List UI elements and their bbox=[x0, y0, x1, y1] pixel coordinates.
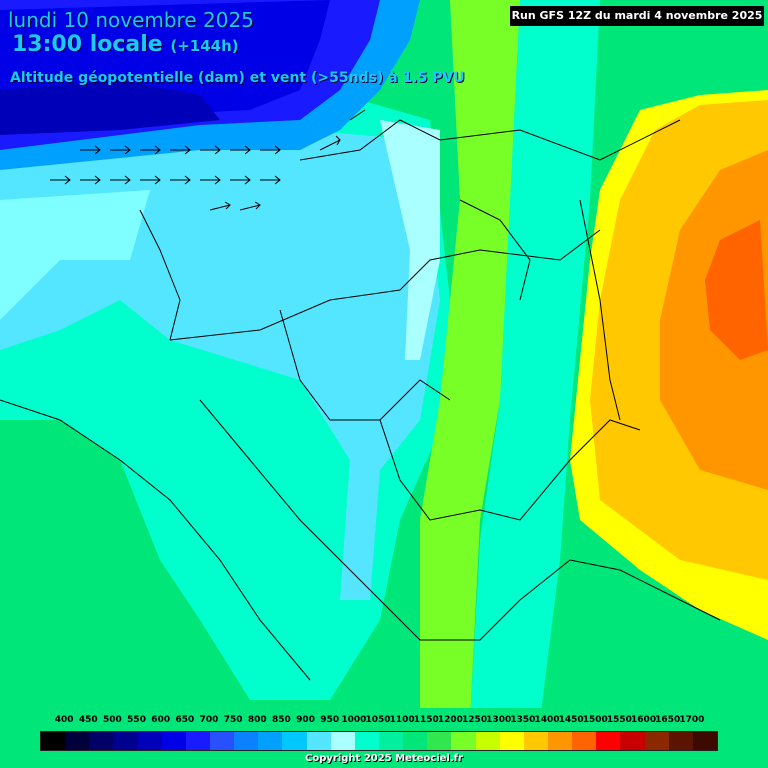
legend-label: 1100 bbox=[389, 715, 415, 725]
parameter-title: Altitude géopotentielle (dam) et vent (>… bbox=[10, 70, 465, 86]
forecast-time: 13:00 locale (+144h) bbox=[12, 32, 239, 57]
legend-swatch bbox=[378, 732, 404, 750]
legend-swatch bbox=[41, 732, 66, 750]
legend-label: 1350 bbox=[510, 715, 536, 725]
legend-swatch bbox=[427, 732, 452, 750]
legend-swatch bbox=[596, 732, 621, 750]
legend-label: 650 bbox=[175, 715, 195, 725]
color-legend bbox=[40, 731, 718, 751]
legend-label: 450 bbox=[78, 715, 98, 725]
legend-swatch bbox=[572, 732, 597, 750]
legend-label: 1450 bbox=[558, 715, 584, 725]
legend-swatch bbox=[644, 732, 669, 750]
legend-swatch bbox=[137, 732, 162, 750]
legend-swatch bbox=[692, 732, 717, 750]
legend-label: 800 bbox=[247, 715, 267, 725]
wind-barbs bbox=[50, 109, 366, 211]
legend-label: 1200 bbox=[437, 715, 463, 725]
copyright: Copyright 2025 Meteociel.fr bbox=[305, 753, 463, 764]
legend-swatch bbox=[306, 732, 331, 750]
country-borders bbox=[0, 119, 721, 681]
legend-label: 600 bbox=[151, 715, 171, 725]
legend-label: 1400 bbox=[534, 715, 560, 725]
legend-label: 1000 bbox=[341, 715, 367, 725]
legend-swatch bbox=[547, 732, 573, 750]
legend-swatch bbox=[282, 732, 307, 750]
legend-label: 700 bbox=[199, 715, 219, 725]
legend-swatch bbox=[451, 732, 476, 750]
legend-label: 1550 bbox=[606, 715, 632, 725]
legend-swatch bbox=[475, 732, 500, 750]
legend-label: 1250 bbox=[462, 715, 488, 725]
legend-swatch bbox=[234, 732, 259, 750]
legend-label: 750 bbox=[223, 715, 243, 725]
legend-swatch bbox=[65, 732, 90, 750]
legend-swatch bbox=[354, 732, 379, 750]
legend-label: 850 bbox=[272, 715, 291, 725]
legend-swatch bbox=[668, 732, 693, 750]
legend-label: 1700 bbox=[679, 715, 705, 725]
legend-label: 1600 bbox=[631, 715, 657, 725]
legend-swatch bbox=[499, 732, 524, 750]
legend-swatch bbox=[113, 732, 138, 750]
legend-label: 1650 bbox=[655, 715, 681, 725]
legend-swatch bbox=[89, 732, 114, 750]
legend-label: 550 bbox=[127, 715, 146, 725]
legend-swatch bbox=[330, 732, 355, 750]
local-time: 13:00 locale bbox=[12, 32, 163, 57]
legend-label: 500 bbox=[103, 715, 122, 725]
legend-swatch bbox=[403, 732, 428, 750]
legend-swatch bbox=[209, 732, 235, 750]
model-run-label: Run GFS 12Z du mardi 4 novembre 2025 bbox=[510, 6, 764, 26]
legend-label: 1500 bbox=[582, 715, 608, 725]
legend-label: 1050 bbox=[365, 715, 391, 725]
legend-swatch bbox=[620, 732, 645, 750]
legend-label: 400 bbox=[54, 715, 74, 725]
legend-swatch bbox=[523, 732, 548, 750]
legend-swatch bbox=[161, 732, 186, 750]
legend-label: 1150 bbox=[413, 715, 439, 725]
legend-label: 950 bbox=[320, 715, 340, 725]
legend-labels: 400 450 500 550 600 650 700 750 800 850 900 950 1000… bbox=[40, 715, 716, 729]
legend-label: 900 bbox=[296, 715, 315, 725]
lead-time: (+144h) bbox=[170, 37, 239, 55]
legend-label: 1300 bbox=[486, 715, 512, 725]
forecast-date: lundi 10 novembre 2025 bbox=[8, 8, 254, 32]
legend-swatch bbox=[258, 732, 283, 750]
legend-swatch bbox=[185, 732, 210, 750]
